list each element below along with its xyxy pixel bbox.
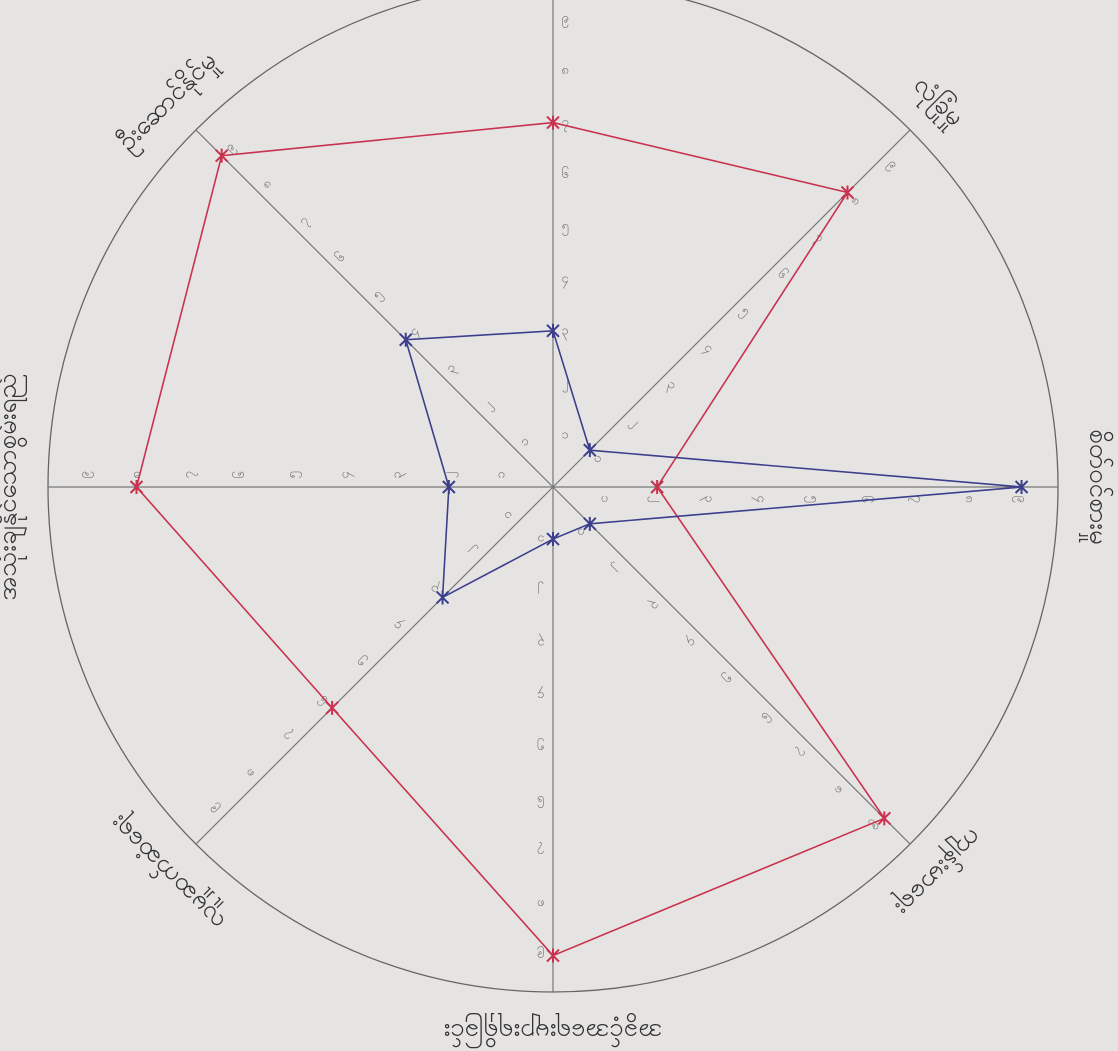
axis-tick-label: ၈ bbox=[962, 495, 977, 502]
axis-tick-label: ၇ bbox=[181, 471, 198, 478]
axis-tick-label: ၉ bbox=[77, 471, 94, 478]
axis-tick-label: ၈ bbox=[129, 471, 144, 478]
category-label: အခွင့်အရေးများရရှိခြင်း bbox=[444, 1013, 663, 1051]
axis-tick-label: ၁ bbox=[598, 495, 613, 502]
axis-tick-label: ၆ bbox=[232, 471, 248, 478]
axis-tick-label: ၃ bbox=[561, 323, 568, 340]
axis-tick-label: ၈ bbox=[537, 896, 544, 911]
axis-tick-label: ၃ bbox=[537, 634, 544, 651]
axis-tick-label: ၃ bbox=[700, 495, 717, 502]
axis-tick-label: ၂ bbox=[538, 582, 544, 599]
axis-tick-label: ၁ bbox=[561, 427, 568, 442]
axis-tick-label: ၆ bbox=[537, 792, 544, 808]
axis-tick-label: ၅ bbox=[561, 219, 568, 236]
axis-tick-label: ၅ bbox=[804, 495, 821, 502]
axis-tick-label: ၆ bbox=[561, 166, 568, 182]
chart: ၁၂၃၄၅၆၇၈၉၁၂၃၄၅၆၇၈၉လုံခြုံမှု၁၂၃၄၅၆၇၈၉စိတ… bbox=[0, 0, 1118, 1051]
axis-tick-label: ၉ bbox=[537, 946, 544, 963]
axis-tick-label: ၉ bbox=[561, 11, 568, 28]
axis-tick-label: ၃ bbox=[389, 471, 406, 478]
axis-tick-label: ၉ bbox=[1012, 495, 1029, 502]
axis-tick-label: ၇ bbox=[537, 842, 544, 859]
axis-tick-label: ၁ bbox=[493, 471, 508, 478]
axis-tick-label: ၄ bbox=[337, 471, 354, 479]
axis-tick-label: ၄ bbox=[752, 495, 769, 503]
axis-tick-label: ၅ bbox=[285, 471, 302, 478]
axis-tick-label: ၇ bbox=[561, 115, 568, 132]
axis-tick-label: ၅ bbox=[537, 738, 544, 755]
axis-tick-label: ၈ bbox=[561, 63, 568, 78]
axis-tick-label: ၄ bbox=[537, 686, 545, 703]
category-label: စိတ်ဝင်စားမှု bbox=[1079, 429, 1115, 545]
axis-tick-label: ၂ bbox=[648, 496, 665, 502]
axis-tick-label: ၄ bbox=[561, 271, 569, 288]
